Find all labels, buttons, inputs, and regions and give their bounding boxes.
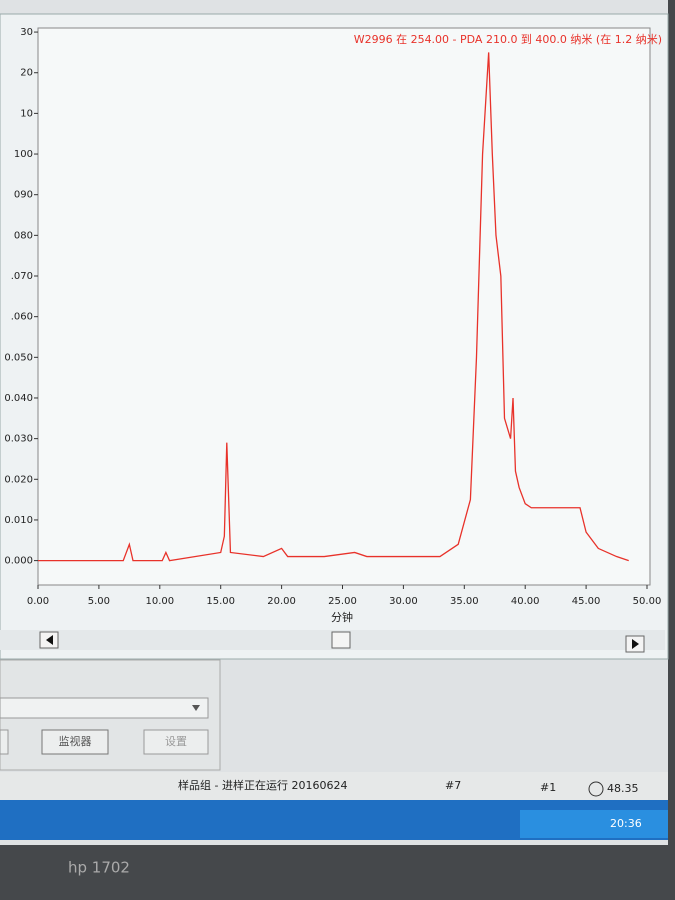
arrow-icon [46, 635, 53, 645]
y-tick-label: 0.000 [4, 556, 33, 567]
y-tick-label: 0.010 [4, 515, 33, 526]
x-tick-label: 50.00 [633, 596, 662, 607]
button-label: 设置 [165, 735, 187, 748]
button[interactable] [41, 729, 109, 755]
y-tick-label: 0.050 [4, 352, 33, 363]
clock-icon [588, 781, 604, 797]
y-tick-label: 30 [20, 27, 33, 38]
arrow-icon [632, 639, 639, 649]
x-tick-label: 25.00 [328, 596, 357, 607]
y-tick-label: 090 [14, 190, 33, 201]
scroll-thumb[interactable] [331, 631, 351, 649]
x-tick-label: 35.00 [450, 596, 479, 607]
y-tick-label: 10 [20, 108, 33, 119]
x-tick-label: 15.00 [206, 596, 235, 607]
button[interactable] [0, 729, 9, 755]
tray [520, 810, 668, 838]
x-axis-label: 分钟 [331, 610, 353, 624]
x-tick-label: 5.00 [88, 596, 110, 607]
taskbar-clock: 20:36 [610, 817, 642, 830]
button[interactable] [143, 729, 209, 755]
status-bar [0, 772, 668, 800]
dropdown-arrow [192, 705, 200, 711]
status-injection: #1 [540, 781, 556, 794]
x-tick-label: 0.00 [27, 596, 49, 607]
chart-title: W2996 在 254.00 - PDA 210.0 到 400.0 纳米 (在… [354, 33, 662, 46]
x-tick-label: 30.00 [389, 596, 418, 607]
dropdown[interactable] [0, 697, 209, 719]
y-tick-label: 20 [20, 68, 33, 79]
status-runtime: 48.35 [607, 782, 639, 795]
status-text: 样品组 - 进样正在运行 20160624 [178, 778, 347, 792]
x-tick-label: 10.00 [145, 596, 174, 607]
status-vial: #7 [445, 779, 461, 792]
x-tick-label: 40.00 [511, 596, 540, 607]
y-tick-label: .060 [11, 312, 33, 323]
series-line [38, 52, 629, 562]
x-tick-label: 45.00 [572, 596, 601, 607]
y-tick-label: 100 [14, 149, 33, 160]
y-tick-label: 0.040 [4, 393, 33, 404]
y-tick-label: 080 [14, 230, 33, 241]
x-tick-label: 20.00 [267, 596, 296, 607]
y-tick-label: .070 [11, 271, 33, 282]
button-label: 监视器 [59, 734, 92, 748]
monitor-brand: hp 1702 [68, 859, 130, 877]
y-tick-label: 0.030 [4, 434, 33, 445]
y-tick-label: 0.020 [4, 474, 33, 485]
plot-area [37, 27, 651, 586]
